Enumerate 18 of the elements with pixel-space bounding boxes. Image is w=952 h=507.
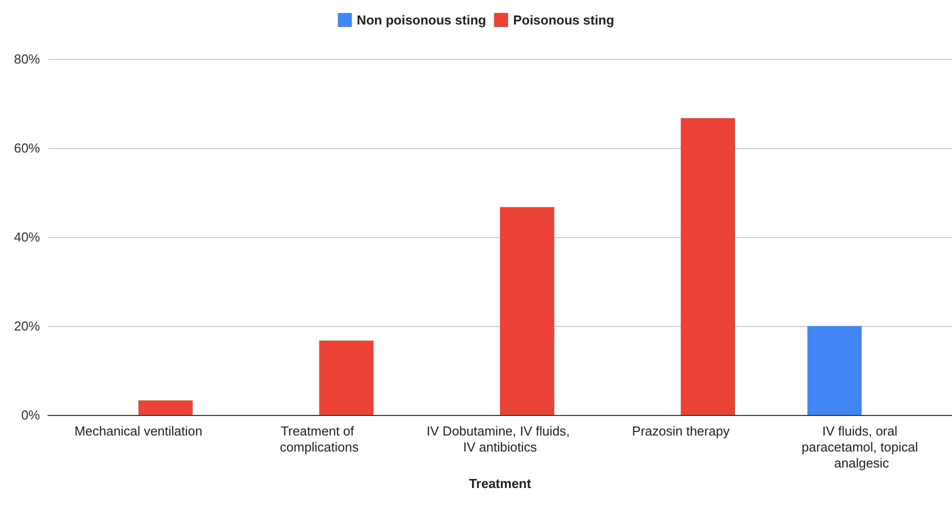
x-axis-title: Treatment [468,476,532,491]
x-tick-label: IV Dobutamine, IV fluids, IV antibiotics [426,424,574,454]
legend-label: Poisonous sting [513,12,614,28]
x-tick-label: IV fluids, oral paracetamol, topical analgesic [802,424,922,470]
y-tick-label: 40% [14,230,40,244]
y-tick-label: 20% [14,318,40,334]
bar [680,118,736,415]
y-tick-label: 80% [14,52,40,66]
x-tick-label: Treatment of complications [280,424,360,454]
x-tick-label: Mechanical ventilation [74,424,202,438]
legend-label: Non poisonous sting [356,12,486,28]
bar [138,400,193,415]
y-tick-label: 0% [21,408,40,422]
x-tick-label: Prazosin therapy [632,424,730,438]
bar [500,207,554,415]
bar [807,326,862,415]
bar [319,340,374,415]
y-tick-label: 60% [14,140,40,156]
